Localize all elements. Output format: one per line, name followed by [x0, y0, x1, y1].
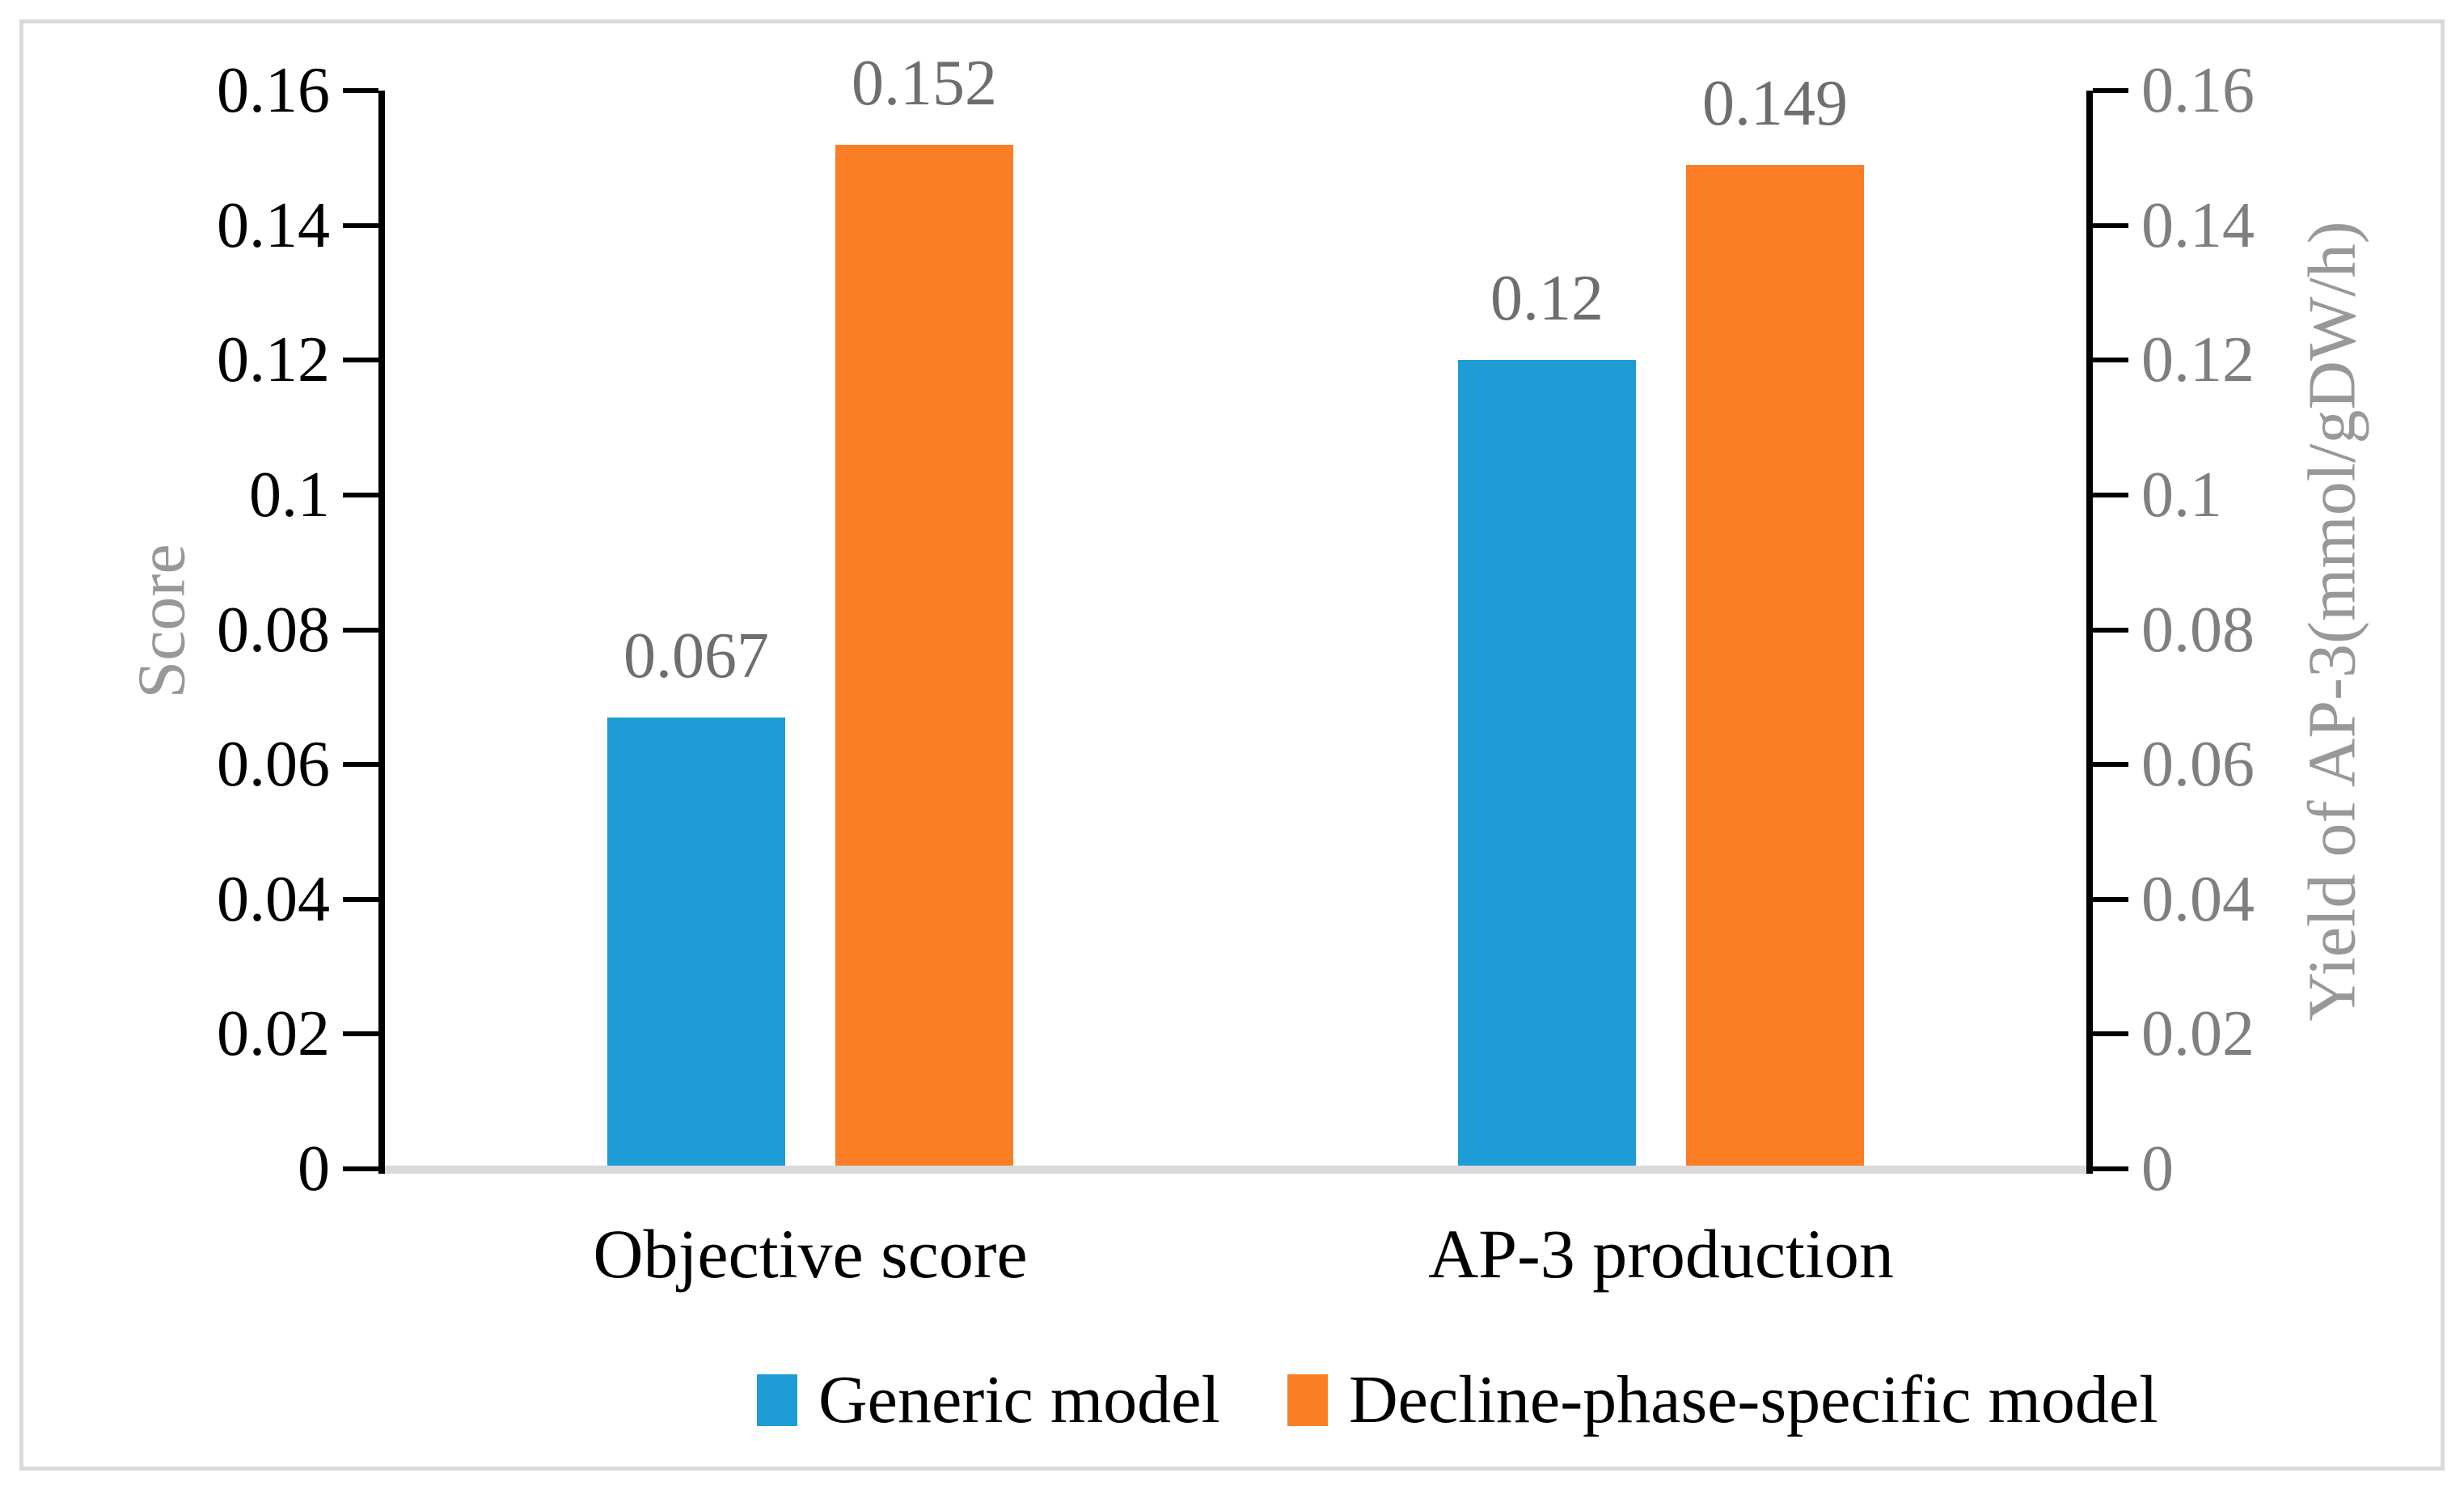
bar-decline-phase-specific-model-objective-score [835, 144, 1013, 1166]
legend-item-generic-model: Generic model [757, 1365, 1220, 1435]
legend-item-decline-phase-specific-model: Decline-phase-specific model [1287, 1365, 2158, 1435]
zero-baseline [385, 1166, 2086, 1174]
left-axis-tick-mark [343, 762, 378, 768]
right-axis-tick-label: 0.02 [2141, 998, 2255, 1070]
right-axis-tick-label: 0.08 [2141, 594, 2255, 666]
bar-generic-model-ap-3-production [1458, 360, 1636, 1166]
category-label-ap3-production: AP-3 production [1428, 1215, 1894, 1293]
right-axis-line [2086, 91, 2093, 1174]
left-axis-tick-mark [343, 88, 378, 93]
legend-label-generic-model: Generic model [818, 1362, 1220, 1437]
left-axis-tick-label: 0.02 [217, 998, 330, 1070]
left-axis-tick-label: 0.04 [217, 863, 330, 935]
right-axis-tick-label: 0.04 [2141, 863, 2255, 935]
data-label-decline-phase-specific-model-ap-3-production: 0.149 [1702, 67, 1848, 139]
right-axis-tick-mark [2093, 1031, 2128, 1037]
category-label-objective-score: Objective score [593, 1215, 1028, 1293]
data-label-generic-model-objective-score: 0.067 [623, 620, 769, 692]
left-axis-tick-mark [343, 1166, 378, 1171]
left-axis-tick-label: 0.16 [217, 55, 330, 126]
bar-decline-phase-specific-model-ap-3-production [1686, 164, 1864, 1166]
right-axis-tick-mark [2093, 358, 2128, 363]
right-axis-tick-mark [2093, 88, 2128, 93]
left-axis-tick-mark [343, 492, 378, 497]
right-axis-tick-label: 0 [2141, 1133, 2174, 1204]
right-axis-tick-label: 0.14 [2141, 189, 2255, 261]
left-axis-tick-mark [343, 627, 378, 633]
left-axis-tick-label: 0.12 [217, 324, 330, 396]
data-label-decline-phase-specific-model-objective-score: 0.152 [852, 47, 997, 119]
left-axis-tick-label: 0.08 [217, 594, 330, 666]
left-axis-tick-mark [343, 358, 378, 363]
left-axis-tick-label: 0.1 [249, 459, 330, 531]
left-axis-line [378, 91, 385, 1174]
right-axis-tick-label: 0.12 [2141, 324, 2255, 396]
right-axis-tick-mark [2093, 762, 2128, 768]
right-axis-tick-label: 0.06 [2141, 729, 2255, 801]
legend-swatch-decline-phase-specific-model-icon [1287, 1374, 1328, 1426]
left-axis-tick-mark [343, 1031, 378, 1037]
chart-frame-border [19, 19, 2445, 1471]
bar-generic-model-objective-score [607, 717, 785, 1166]
right-axis-tick-mark [2093, 896, 2128, 902]
legend-label-decline-phase-specific-model: Decline-phase-specific model [1349, 1362, 2158, 1437]
left-axis-tick-label: 0.06 [217, 729, 330, 801]
right-axis-tick-label: 0.16 [2141, 55, 2255, 126]
left-axis-tick-label: 0.14 [217, 189, 330, 261]
data-label-generic-model-ap-3-production: 0.12 [1490, 263, 1604, 335]
right-axis-tick-label: 0.1 [2141, 459, 2222, 531]
right-axis-tick-mark [2093, 222, 2128, 228]
legend-swatch-generic-model-icon [757, 1374, 797, 1426]
left-axis-tick-mark [343, 222, 378, 228]
right-axis-tick-mark [2093, 1166, 2128, 1171]
left-axis-tick-label: 0 [298, 1133, 330, 1204]
right-axis-tick-mark [2093, 492, 2128, 497]
right-axis-tick-mark [2093, 627, 2128, 633]
left-axis-tick-mark [343, 896, 378, 902]
